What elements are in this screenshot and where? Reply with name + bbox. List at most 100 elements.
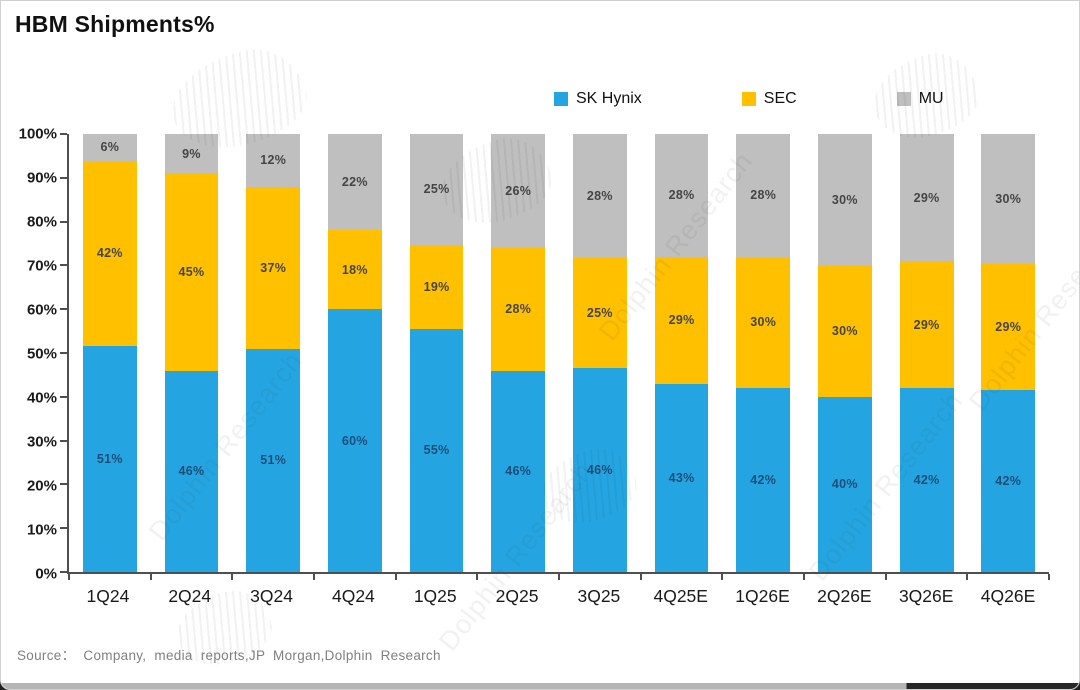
segment-sec: 28% — [491, 247, 546, 371]
y-tick-mark — [60, 439, 67, 442]
legend-item-mu: MU — [896, 90, 944, 108]
y-tick-label: 0% — [35, 565, 57, 583]
y-tick-mark — [60, 176, 67, 179]
segment-sk-hynix: 42% — [736, 388, 791, 572]
plot-area: 6% 42% 51% 9% 45% 46% 12% 37% 51% 22% 18% 60% 25% 19%… — [60, 133, 1050, 580]
x-tick-label-2Q24: 2Q24 — [168, 586, 212, 606]
y-tick-mark — [60, 352, 67, 354]
segment-mu: 9% — [164, 134, 219, 174]
y-tick-label: 30% — [26, 433, 57, 451]
bar-2Q24: 9% 45% 46% — [151, 134, 233, 572]
x-tick-label-4Q24: 4Q24 — [331, 586, 375, 606]
data-label: 12% — [260, 153, 287, 168]
data-label: 29% — [913, 190, 940, 205]
bar-1Q25: 25% 19% 55% — [396, 134, 478, 572]
x-tick-mark — [639, 574, 642, 580]
x-tick-label-3Q25: 3Q25 — [577, 586, 621, 606]
segment-sec: 25% — [572, 257, 627, 369]
data-label: 43% — [668, 470, 695, 485]
stacked-bar: 22% 18% 60% — [327, 134, 382, 572]
segment-mu: 30% — [817, 134, 872, 266]
legend-label: SK Hynix — [576, 90, 642, 107]
segment-sk-hynix: 46% — [572, 368, 627, 572]
x-tick-mark — [884, 574, 887, 580]
segment-sk-hynix: 60% — [327, 309, 382, 572]
data-label: 42% — [913, 473, 940, 487]
bar-4Q25E: 28% 29% 43% — [641, 134, 723, 572]
bar-2Q26E: 30% 30% 40% — [804, 134, 886, 572]
bar-4Q24: 22% 18% 60% — [314, 134, 396, 572]
x-tick-label-2Q25: 2Q25 — [495, 586, 539, 606]
y-tick-label: 50% — [26, 345, 57, 363]
bar-3Q26E: 29% 29% 42% — [886, 134, 968, 572]
stacked-bar: 12% 37% 51% — [246, 134, 301, 572]
y-tick-mark — [60, 483, 67, 486]
segment-sec: 29% — [981, 264, 1036, 390]
segment-sec: 19% — [409, 244, 464, 329]
legend-swatch-icon — [554, 92, 568, 106]
data-label: 42% — [750, 472, 777, 487]
y-tick-mark — [60, 395, 67, 398]
data-label: 40% — [831, 477, 858, 492]
x-tick-mark — [803, 574, 805, 580]
segment-mu: 22% — [327, 134, 382, 231]
segment-sk-hynix: 40% — [817, 396, 872, 572]
data-label: 55% — [423, 443, 450, 458]
y-tick-label: 100% — [18, 125, 57, 143]
plot-wrap: 6% 42% 51% 9% 45% 46% 12% 37% 51% 22% 18% 60% 25% 19%… — [60, 133, 1050, 580]
data-label: 9% — [182, 146, 201, 161]
data-label: 28% — [750, 188, 777, 203]
bar-1Q26E: 28% 30% 42% — [722, 134, 804, 572]
data-label: 6% — [100, 140, 120, 155]
x-tick-label-4Q26E: 4Q26E — [980, 586, 1036, 606]
x-tick-mark — [476, 574, 479, 580]
x-tick-mark — [231, 574, 234, 580]
stacked-bar: 9% 45% 46% — [164, 134, 219, 572]
y-tick-mark — [60, 571, 67, 573]
y-tick-label: 90% — [26, 169, 57, 187]
legend: SK Hynix SEC MU — [554, 90, 944, 108]
y-tick-label: 70% — [26, 257, 57, 275]
stacked-bar: 25% 19% 55% — [409, 134, 464, 572]
data-label: 28% — [505, 302, 532, 317]
y-axis: 100% 90% 80% 70% 60% 50% 40% 30% 20% 10% 0% — [1, 126, 57, 583]
data-label: 30% — [831, 192, 858, 207]
data-label: 45% — [178, 264, 205, 279]
stacked-bar: 28% 30% 42% — [736, 134, 791, 572]
segment-sec: 42% — [82, 160, 137, 347]
y-tick-mark — [60, 220, 67, 223]
x-tick-mark — [68, 574, 70, 580]
segment-mu: 6% — [82, 134, 137, 161]
stacked-bar: 28% 25% 46% — [572, 134, 627, 572]
segment-sk-hynix: 46% — [491, 370, 546, 572]
legend-item-sec: SEC — [741, 90, 797, 108]
y-tick-mark — [60, 264, 67, 267]
y-tick-label: 10% — [26, 521, 57, 539]
segment-sec: 29% — [899, 261, 954, 389]
y-tick-label: 60% — [26, 301, 57, 319]
data-label: 19% — [423, 279, 450, 294]
segment-mu: 29% — [899, 134, 954, 262]
legend-label: SEC — [763, 90, 797, 107]
bottom-edge-strip — [1, 683, 1079, 689]
segment-sec: 18% — [327, 230, 382, 310]
data-label: 30% — [831, 324, 858, 339]
bar-2Q25: 26% 28% 46% — [477, 134, 559, 572]
y-tick-label: 40% — [26, 389, 57, 407]
data-label: 51% — [260, 453, 287, 468]
segment-sec: 37% — [246, 186, 301, 349]
y-tick-label: 80% — [26, 213, 57, 231]
x-tick-mark — [966, 574, 969, 580]
segment-mu: 28% — [654, 134, 709, 257]
data-label: 30% — [995, 192, 1022, 207]
legend-label: MU — [918, 90, 944, 107]
segment-mu: 25% — [409, 134, 464, 245]
y-tick-label: 20% — [26, 477, 57, 495]
data-label: 37% — [260, 260, 287, 275]
segment-sec: 29% — [654, 256, 709, 384]
data-label: 28% — [668, 188, 695, 203]
segment-sec: 30% — [736, 256, 791, 389]
data-label: 42% — [995, 473, 1022, 488]
bar-4Q26E: 30% 29% 42% — [967, 134, 1049, 572]
